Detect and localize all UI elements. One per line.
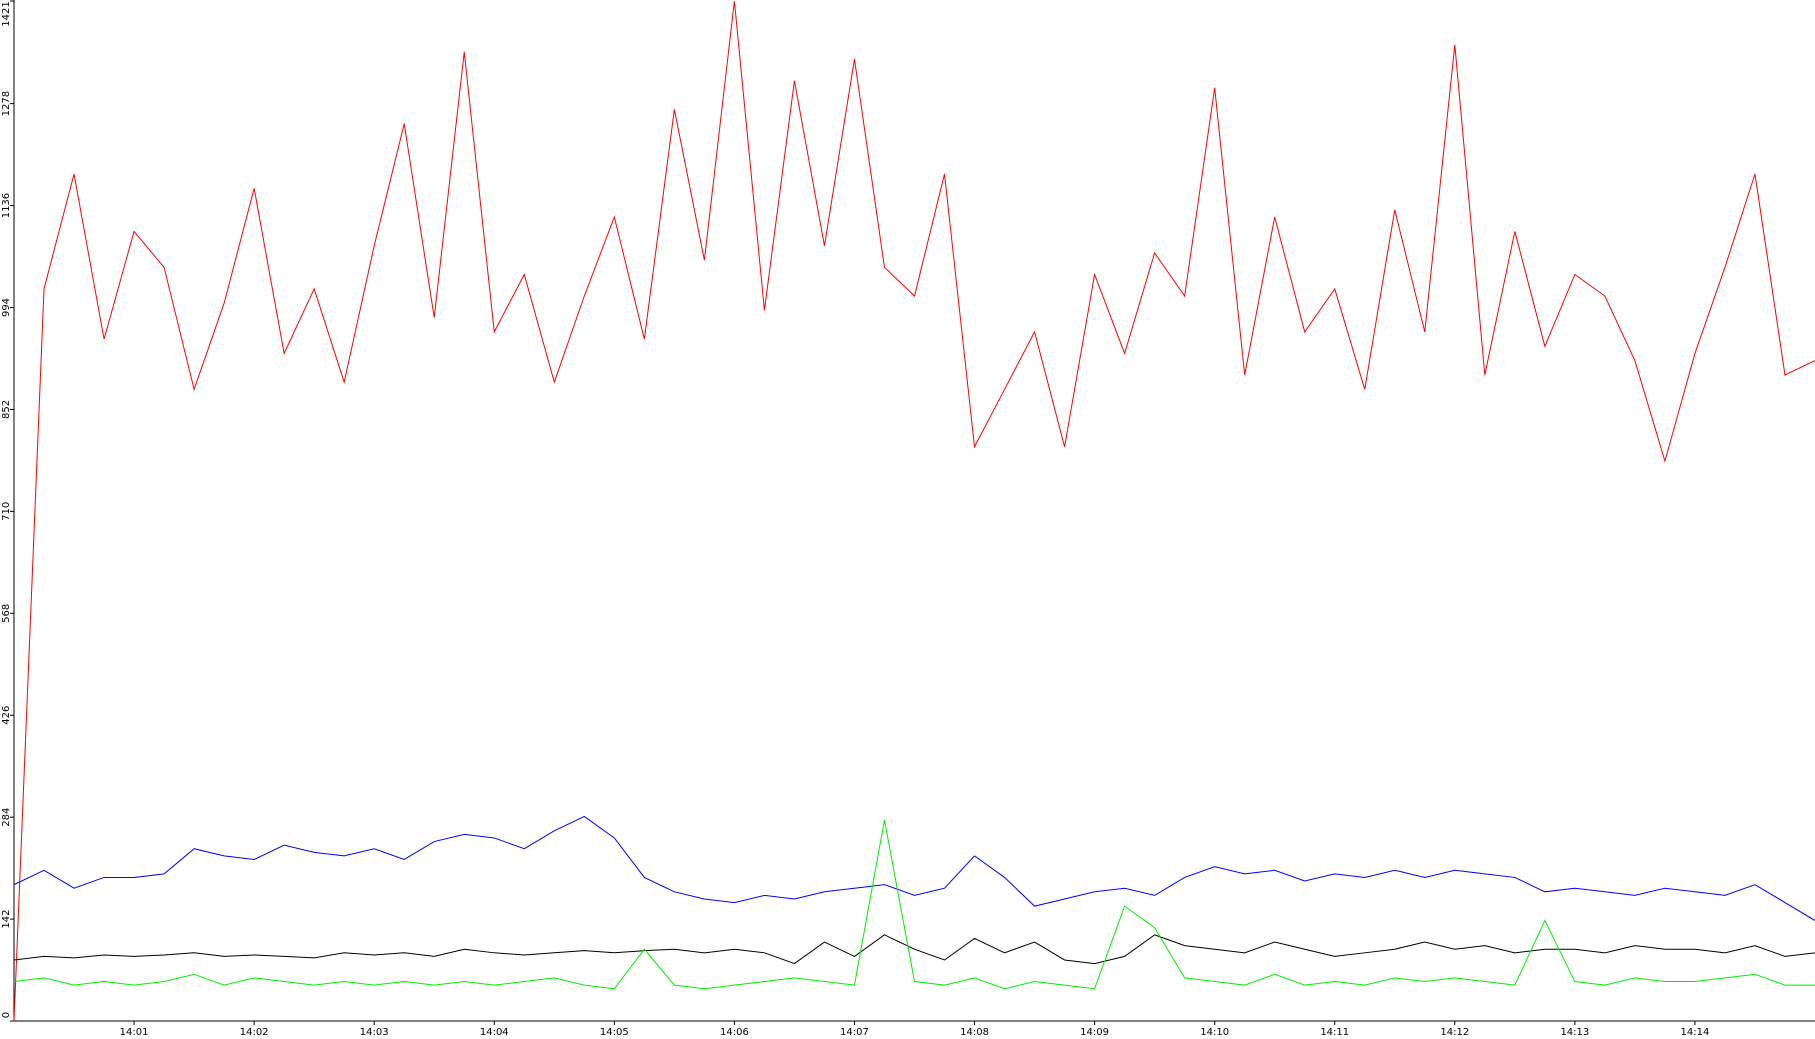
x-tick-label: 14:08 [960,1027,989,1038]
x-tick-label: 14:07 [840,1027,869,1038]
x-tick-label: 14:04 [480,1027,509,1038]
series-line [13,819,1815,990]
x-tick-label: 14:05 [600,1027,629,1038]
x-tick-label: 14:03 [360,1027,389,1038]
y-tick-label: 1421 [1,1,12,26]
series-line [13,934,1815,965]
x-tick-label: 14:09 [1080,1027,1109,1038]
y-tick-label: 0 [1,1012,12,1018]
y-tick-label: 994 [1,298,12,317]
y-tick-label: 426 [1,706,12,725]
y-tick-label: 852 [1,400,12,419]
x-tick-label: 14:10 [1200,1027,1229,1038]
x-tick-label: 14:11 [1320,1027,1349,1038]
x-tick-label: 14:01 [120,1027,149,1038]
y-tick-label: 1278 [1,91,12,116]
x-tick-label: 14:13 [1560,1027,1589,1038]
y-tick-label: 1136 [1,193,12,218]
x-tick-label: 14:12 [1440,1027,1469,1038]
series-line [13,0,1815,1022]
x-tick-label: 14:14 [1681,1027,1710,1038]
y-tick-label: 284 [1,808,12,827]
y-tick-label: 568 [1,604,12,623]
x-tick-label: 14:06 [720,1027,749,1038]
x-tick-label: 14:02 [240,1027,269,1038]
y-tick-label: 142 [1,910,12,929]
y-tick-label: 710 [1,502,12,521]
series-line [13,815,1815,921]
